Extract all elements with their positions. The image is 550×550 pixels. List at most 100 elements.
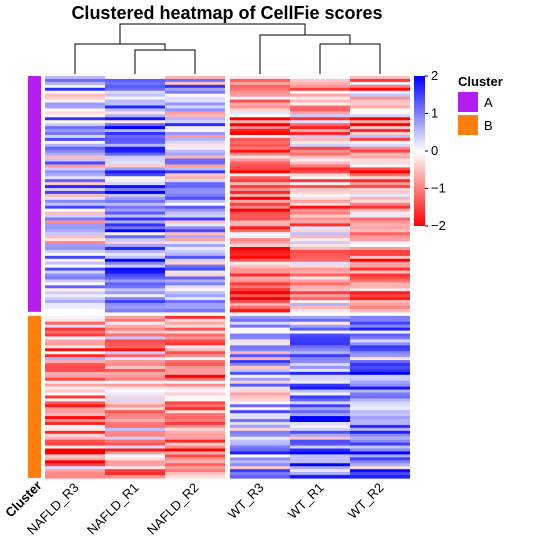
heatmap-cell [290, 208, 350, 213]
heatmap-cell [45, 179, 105, 183]
heatmap-cell [350, 202, 410, 207]
heatmap-cell [290, 161, 350, 166]
heatmap-cell [105, 416, 165, 420]
heatmap-cell [45, 261, 105, 266]
cluster-legend: Cluster A B [458, 74, 503, 135]
heatmap-cell [350, 223, 410, 227]
heatmap-cell [350, 196, 410, 201]
heatmap-cell [165, 300, 225, 304]
heatmap-cell [165, 365, 225, 370]
heatmap-cell [165, 99, 225, 104]
heatmap-cell [290, 140, 350, 145]
heatmap-cell [290, 90, 350, 95]
heatmap-cell [45, 308, 105, 313]
heatmap-cell [45, 318, 105, 323]
heatmap-cell [105, 363, 165, 367]
heatmap-cell [230, 410, 290, 414]
heatmap-cell [230, 190, 290, 195]
heatmap-cell [230, 167, 290, 171]
heatmap-cell [45, 235, 105, 239]
heatmap-cell [165, 383, 225, 388]
heatmap-cell [350, 78, 410, 83]
heatmap-cell [230, 383, 290, 388]
heatmap-cell [165, 258, 225, 263]
heatmap-cell [230, 81, 290, 86]
heatmap-cell [230, 380, 290, 385]
heatmap-cell [350, 365, 410, 370]
heatmap-cell [45, 273, 105, 278]
heatmap-cell [105, 469, 165, 473]
heatmap-cell [350, 454, 410, 458]
heatmap-cell [105, 258, 165, 263]
heatmap-cell [230, 170, 290, 174]
heatmap-cell [230, 285, 290, 289]
colorbar-tick-label: 1 [431, 106, 438, 121]
heatmap-cell [45, 333, 105, 338]
heatmap-cell [165, 182, 225, 186]
heatmap-cell [350, 111, 410, 115]
heatmap-cell [350, 427, 410, 432]
heatmap-cell [165, 217, 225, 222]
heatmap-cell [45, 398, 105, 402]
heatmap-cell [290, 445, 350, 450]
heatmap-cell [45, 430, 105, 435]
heatmap-cell [105, 208, 165, 213]
heatmap-cell [230, 276, 290, 281]
heatmap-cell [350, 170, 410, 174]
heatmap-cell [45, 258, 105, 263]
heatmap-cell [230, 140, 290, 145]
heatmap-cell [230, 90, 290, 95]
heatmap-cell [290, 214, 350, 219]
heatmap-cell [290, 164, 350, 168]
heatmap-cell [290, 120, 350, 124]
heatmap-cell [290, 357, 350, 361]
heatmap-cell [230, 179, 290, 183]
heatmap-cell [105, 348, 165, 352]
heatmap-cell [290, 475, 350, 479]
heatmap-cell [230, 421, 290, 426]
heatmap-cell [45, 439, 105, 444]
heatmap-cell [165, 132, 225, 136]
heatmap-cell [230, 249, 290, 254]
heatmap-cell [105, 294, 165, 298]
heatmap-cell [290, 433, 350, 438]
heatmap-cell [350, 117, 410, 121]
heatmap-cell [350, 188, 410, 192]
heatmap-cell [45, 205, 105, 210]
heatmap-cell [230, 294, 290, 298]
heatmap-cell [105, 226, 165, 230]
heatmap-cell [230, 416, 290, 420]
heatmap-cell [350, 279, 410, 283]
heatmap-cell [45, 324, 105, 329]
legend-title: Cluster [458, 74, 503, 89]
heatmap-cell [290, 223, 350, 227]
heatmap-cell [105, 134, 165, 139]
heatmap-cell [105, 161, 165, 166]
heatmap-cell [290, 303, 350, 307]
heatmap-cell [45, 285, 105, 289]
heatmap-cell [105, 96, 165, 101]
heatmap-cell [105, 158, 165, 163]
heatmap-cell [165, 439, 225, 444]
heatmap-cell [45, 170, 105, 174]
heatmap-cell [165, 363, 225, 367]
heatmap-cell [290, 179, 350, 183]
heatmap-cell [290, 132, 350, 136]
heatmap-cell [105, 448, 165, 453]
heatmap-cell [230, 132, 290, 136]
heatmap-cell [105, 129, 165, 133]
heatmap-cell [350, 360, 410, 364]
heatmap-cell [230, 258, 290, 263]
heatmap-cell [45, 229, 105, 233]
heatmap-cell [105, 167, 165, 171]
heatmap-cell [45, 252, 105, 257]
heatmap-cell [350, 87, 410, 92]
heatmap-cell [105, 365, 165, 370]
heatmap-cell [45, 354, 105, 358]
heatmap-cell [105, 291, 165, 295]
heatmap-cell [45, 297, 105, 301]
heatmap-cell [350, 173, 410, 177]
heatmap-cell [165, 96, 225, 101]
heatmap-cell [165, 220, 225, 225]
heatmap-cell [230, 305, 290, 310]
